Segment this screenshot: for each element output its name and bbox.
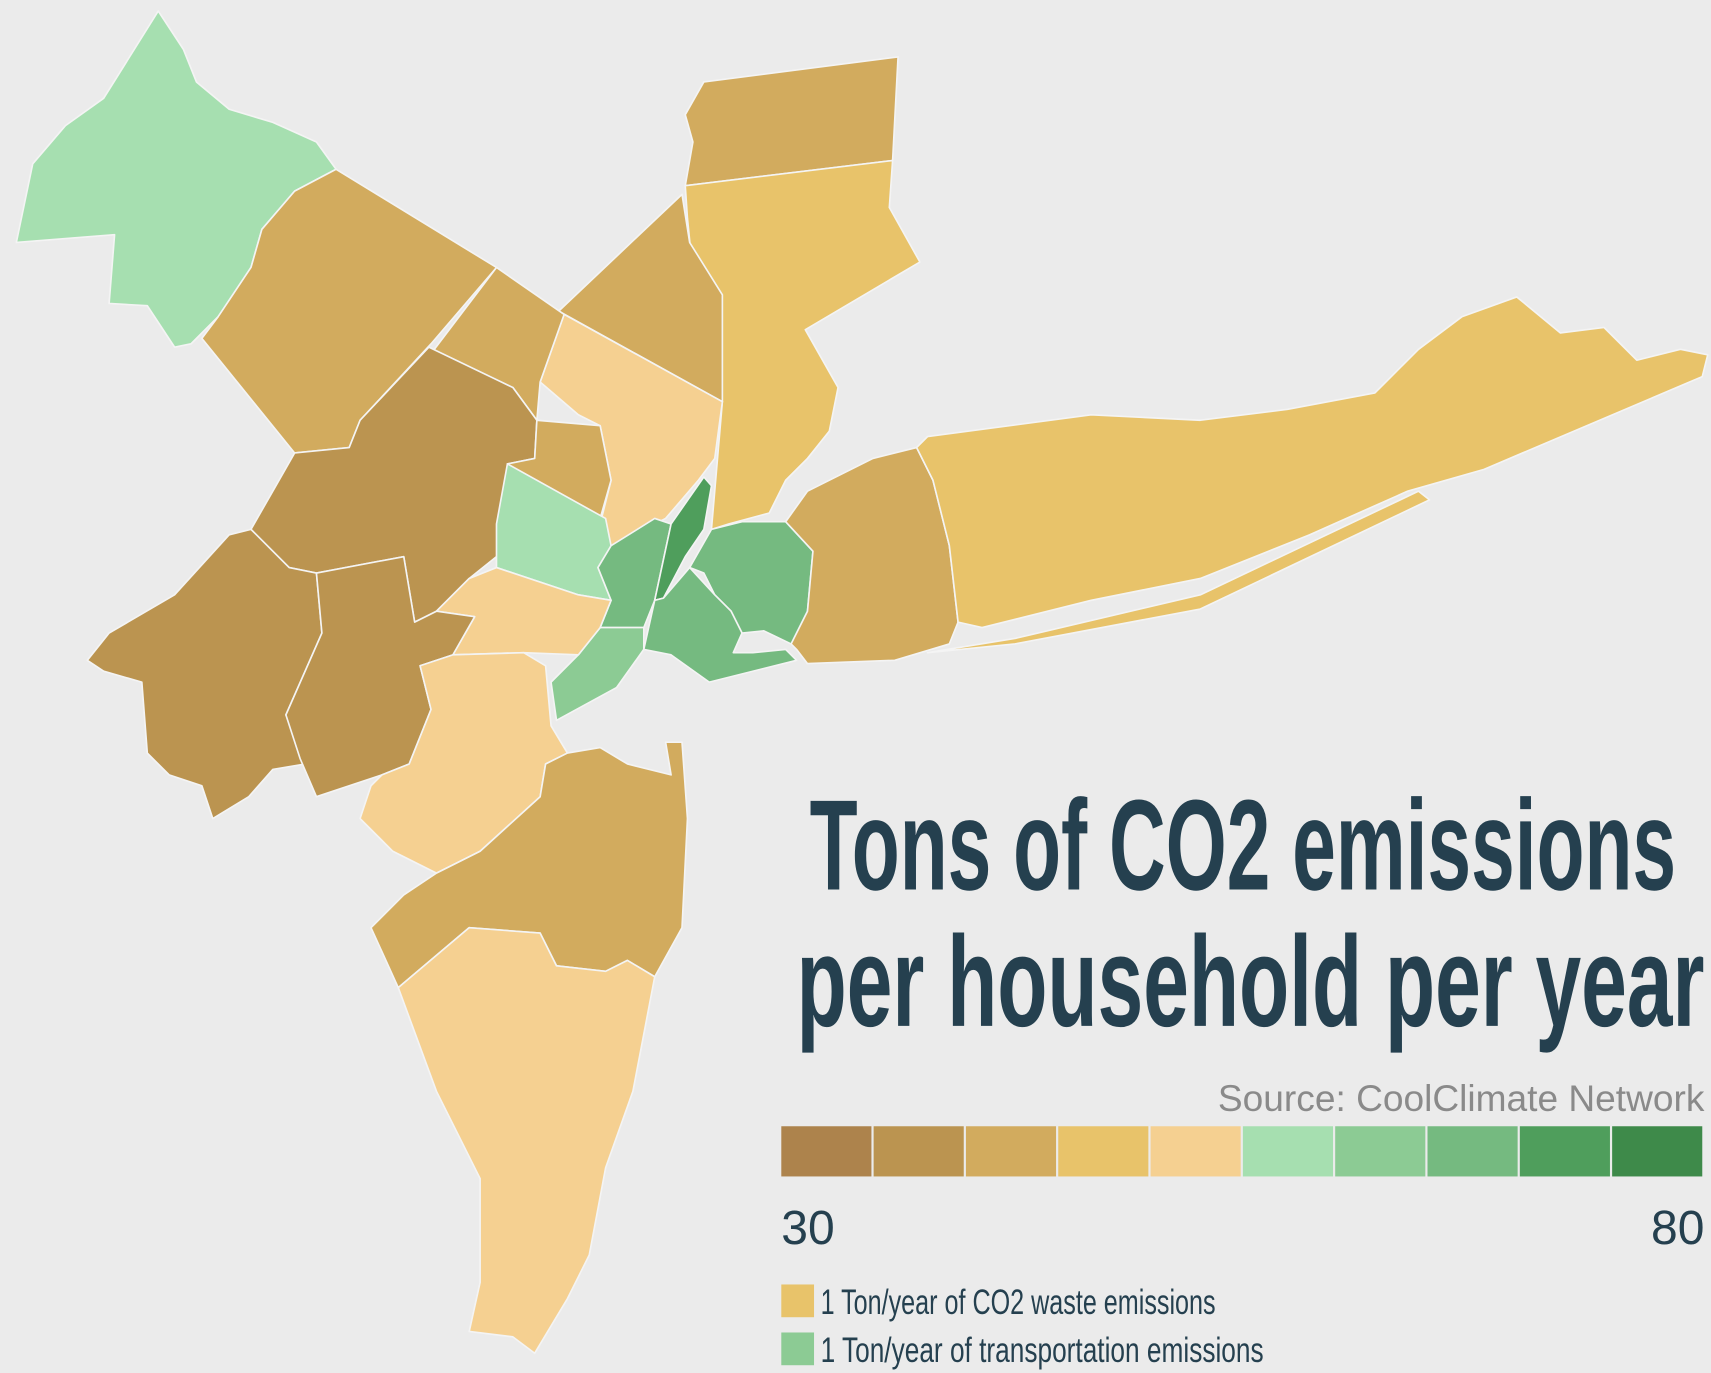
scale-bin [781, 1126, 872, 1177]
title-line: per household per year [797, 910, 1705, 1054]
scale-bin [1427, 1126, 1518, 1177]
scale-bin [965, 1126, 1057, 1177]
region [915, 296, 1709, 629]
legend-label: 1 Ton/year of CO2 waste emissions [821, 1283, 1216, 1322]
color-scale: 30 80 [781, 1126, 1704, 1255]
title-line: Tons of CO2 emissions [810, 773, 1676, 917]
scale-bin [1058, 1126, 1149, 1177]
legend-swatch [781, 1332, 815, 1366]
source: Source: CoolClimate Network [1218, 1077, 1705, 1119]
scale-bin [1612, 1126, 1703, 1177]
region [397, 926, 656, 1355]
region [642, 566, 798, 683]
scale-min: 30 [781, 1202, 834, 1255]
scale-max: 80 [1651, 1202, 1704, 1255]
scale-bin [1335, 1126, 1426, 1177]
legend-swatch [781, 1284, 815, 1318]
region [926, 490, 1431, 654]
scale-bin [1242, 1126, 1334, 1177]
scale-bin [873, 1126, 964, 1177]
region [557, 193, 724, 403]
region [86, 528, 323, 820]
region [653, 476, 713, 602]
scale-bin [1519, 1126, 1610, 1177]
legend: 1 Ton/year of CO2 waste emissions 1 Ton/y… [781, 1283, 1264, 1370]
legend-label: 1 Ton/year of transportation emissions [821, 1331, 1264, 1370]
region [201, 168, 498, 454]
map [15, 10, 1709, 1355]
scale-bin [1150, 1126, 1241, 1177]
region [550, 626, 645, 722]
